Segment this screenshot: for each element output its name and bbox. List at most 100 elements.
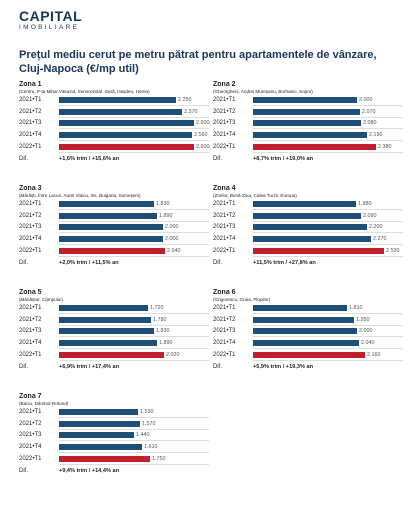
price-bar [253, 132, 367, 139]
change-row: Dif. +8,7% trim / +19,0% an [213, 154, 403, 165]
change-label: Dif. [19, 364, 28, 371]
zone-title: Zona 4 [213, 185, 236, 192]
bar-row: 2022•T1 1.750 [19, 454, 209, 466]
bar-row: 2022•T1 2.600 [19, 142, 210, 154]
logo-wordmark: CAPITAL [19, 8, 83, 24]
price-bar [253, 340, 359, 347]
bar-value-label: 2.560 [194, 132, 208, 139]
row-divider [59, 428, 209, 430]
period-label: 2021•T1 [19, 97, 42, 103]
bar-row: 2021•T1 2.250 [19, 95, 209, 107]
period-label: 2022•T1 [213, 351, 236, 358]
bar-row: 2021•T4 2.000 [19, 234, 209, 246]
row-divider [59, 244, 209, 246]
zone-chart-7: Zona 7 (Baciu, Dâmbul-Rotund) 2021•T1 1.530… [19, 393, 209, 497]
change-label: Dif. [213, 260, 222, 267]
row-divider [59, 105, 209, 106]
change-row: Dif. +2,0% trim / +11,5% an [19, 258, 209, 269]
row-divider [59, 463, 209, 465]
change-label: Dif. [19, 156, 28, 163]
row-divider [59, 140, 209, 142]
row-divider [253, 348, 403, 350]
price-bar [253, 108, 360, 115]
bar-value-label: 1.950 [356, 316, 370, 323]
row-divider [59, 255, 209, 257]
bar-value-label: 2.370 [184, 108, 198, 115]
zone-title: Zona 5 [19, 289, 42, 296]
price-bar [59, 120, 194, 127]
change-value: +2,0% trim / +11,5% an [59, 260, 119, 267]
period-label: 2021•T3 [19, 224, 42, 231]
period-label: 2022•T1 [213, 247, 236, 254]
row-divider [59, 452, 209, 454]
bar-value-label: 1.610 [144, 444, 158, 451]
bar-value-label: 2.600 [196, 120, 210, 127]
zone-chart-1: Zona 1 (Centru, P-ța Mihai Viteazul, Semi… [19, 81, 210, 185]
zone-title: Zona 1 [19, 81, 42, 88]
bar-row: 2021•T4 2.560 [19, 130, 209, 142]
bar-row: 2021•T3 2.600 [19, 118, 210, 130]
period-label: 2021•T4 [19, 236, 42, 243]
period-label: 2021•T4 [213, 340, 236, 347]
bar-row: 2021•T2 1.950 [213, 315, 403, 327]
bar-value-label: 2.070 [362, 108, 376, 115]
price-bar [253, 120, 361, 127]
bar-value-label: 1.980 [358, 201, 372, 207]
bar-row: 2021•T1 2.000 [213, 95, 403, 107]
bar-row: 2022•T1 2.040 [19, 246, 209, 258]
zone-subtitle: (Mănăștur, Câmpului) [19, 297, 63, 302]
bar-value-label: 2.000 [165, 236, 179, 243]
bar-row: 2021•T2 1.890 [19, 211, 209, 223]
row-divider [59, 128, 209, 130]
period-label: 2021•T3 [213, 120, 236, 127]
price-bar [59, 247, 165, 254]
price-bar [253, 328, 357, 335]
price-bar [253, 236, 371, 243]
bar-row: 2021•T3 1.830 [19, 326, 209, 338]
price-bar [253, 201, 356, 207]
bar-value-label: 2.020 [166, 351, 180, 358]
bar-value-label: 1.720 [150, 305, 164, 311]
row-divider [59, 440, 209, 442]
price-bar [253, 351, 365, 358]
period-label: 2021•T4 [213, 236, 236, 243]
price-bar [253, 247, 384, 254]
zone-chart-6: Zona 6 (Grigorescu, Gruia, Plopilor) 2021•… [213, 289, 403, 393]
bar-row: 2021•T3 2.200 [213, 222, 403, 234]
change-label: Dif. [19, 468, 28, 475]
bar-row: 2021•T4 1.890 [19, 338, 209, 350]
period-label: 2021•T1 [19, 201, 42, 207]
zone-chart-5: Zona 5 (Mănăștur, Câmpului) 2021•T1 1.720 20… [19, 289, 209, 393]
change-value: +11,5% trim / +27,8% an [253, 260, 316, 267]
bar-value-label: 1.780 [153, 316, 167, 323]
row-divider [59, 232, 209, 234]
row-divider [253, 359, 403, 361]
bar-row: 2021•T4 2.190 [213, 130, 403, 142]
price-bar [253, 97, 357, 103]
bar-row: 2021•T1 1.810 [213, 303, 403, 315]
row-divider [253, 313, 403, 314]
bar-value-label: 1.890 [159, 340, 173, 347]
zone-subtitle: (Gheorgheni, Andrei Mureșanu, Borhanci, … [213, 89, 313, 94]
zone-chart-3: Zona 3 (Mărăști, Între Lacuri, Aurel Vlai… [19, 185, 209, 289]
zone-title: Zona 6 [213, 289, 236, 296]
bar-value-label: 1.750 [152, 455, 166, 462]
period-label: 2021•T3 [213, 224, 236, 231]
period-label: 2022•T1 [19, 143, 42, 150]
bar-value-label: 2.000 [359, 97, 373, 103]
price-bar [59, 97, 176, 103]
row-divider [59, 209, 209, 210]
period-label: 2021•T3 [213, 328, 236, 335]
period-label: 2021•T3 [19, 432, 42, 439]
period-label: 2021•T2 [19, 420, 42, 427]
bar-row: 2021•T1 1.830 [19, 199, 209, 211]
period-label: 2022•T1 [19, 455, 42, 462]
price-bar [59, 340, 157, 347]
change-row: Dif. +6,9% trim / +17,4% an [19, 362, 209, 373]
bar-row: 2021•T3 2.080 [213, 118, 403, 130]
period-label: 2021•T2 [19, 108, 42, 115]
bar-row: 2021•T2 2.090 [213, 211, 403, 223]
bar-value-label: 2.270 [373, 236, 387, 243]
row-divider [253, 244, 403, 246]
bar-value-label: 2.000 [359, 328, 373, 335]
